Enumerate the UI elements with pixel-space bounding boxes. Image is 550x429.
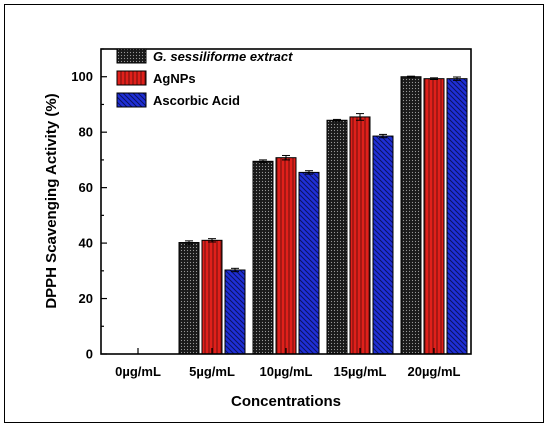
y-tick-label: 0 — [86, 347, 93, 362]
bar-0-1 — [178, 242, 200, 355]
y-tick-label: 60 — [79, 180, 93, 195]
bar-0-3 — [326, 119, 348, 355]
y-tick-label: 20 — [79, 291, 93, 306]
bar-2-1 — [224, 269, 246, 355]
x-tick-label: 10µg/mL — [259, 364, 312, 379]
y-tick-label: 100 — [71, 69, 93, 84]
x-tick-label: 20µg/mL — [407, 364, 460, 379]
legend: G. sessiliforme extract AgNPs Ascorbic A… — [116, 48, 293, 108]
y-ticks: 0 20 40 60 80 100 — [71, 48, 107, 362]
legend-swatch-extract — [116, 48, 147, 64]
bar-0-2 — [252, 160, 274, 355]
x-tick-label: 15µg/mL — [333, 364, 386, 379]
bar-1-1 — [201, 239, 223, 355]
legend-label-agnps: AgNPs — [153, 71, 196, 86]
x-tick-label: 0µg/mL — [115, 364, 161, 379]
bar-2-3 — [372, 135, 394, 355]
legend-swatch-agnps — [116, 70, 147, 86]
x-axis-title: Concentrations — [231, 393, 341, 410]
bar-1-3 — [349, 116, 371, 355]
legend-swatch-ascorbic — [116, 92, 147, 108]
x-tick-label: 5µg/mL — [189, 364, 235, 379]
bar-2-4 — [446, 78, 468, 355]
y-tick-label: 80 — [79, 125, 93, 140]
y-tick-label: 40 — [79, 236, 93, 251]
legend-label-extract: G. sessiliforme extract — [153, 49, 293, 64]
bars-layer — [178, 75, 468, 355]
plot-area-border — [100, 48, 472, 355]
legend-label-ascorbic: Ascorbic Acid — [153, 93, 240, 108]
bar-2-2 — [298, 171, 320, 355]
bar-1-4 — [423, 78, 445, 355]
bar-1-2 — [275, 157, 297, 355]
x-ticks: 0µg/mL 5µg/mL 10µg/mL 15µg/mL 20µg/mL — [115, 348, 461, 379]
y-axis-title: DPPH Scavenging Activity (%) — [43, 93, 60, 308]
bar-0-4 — [400, 76, 422, 355]
